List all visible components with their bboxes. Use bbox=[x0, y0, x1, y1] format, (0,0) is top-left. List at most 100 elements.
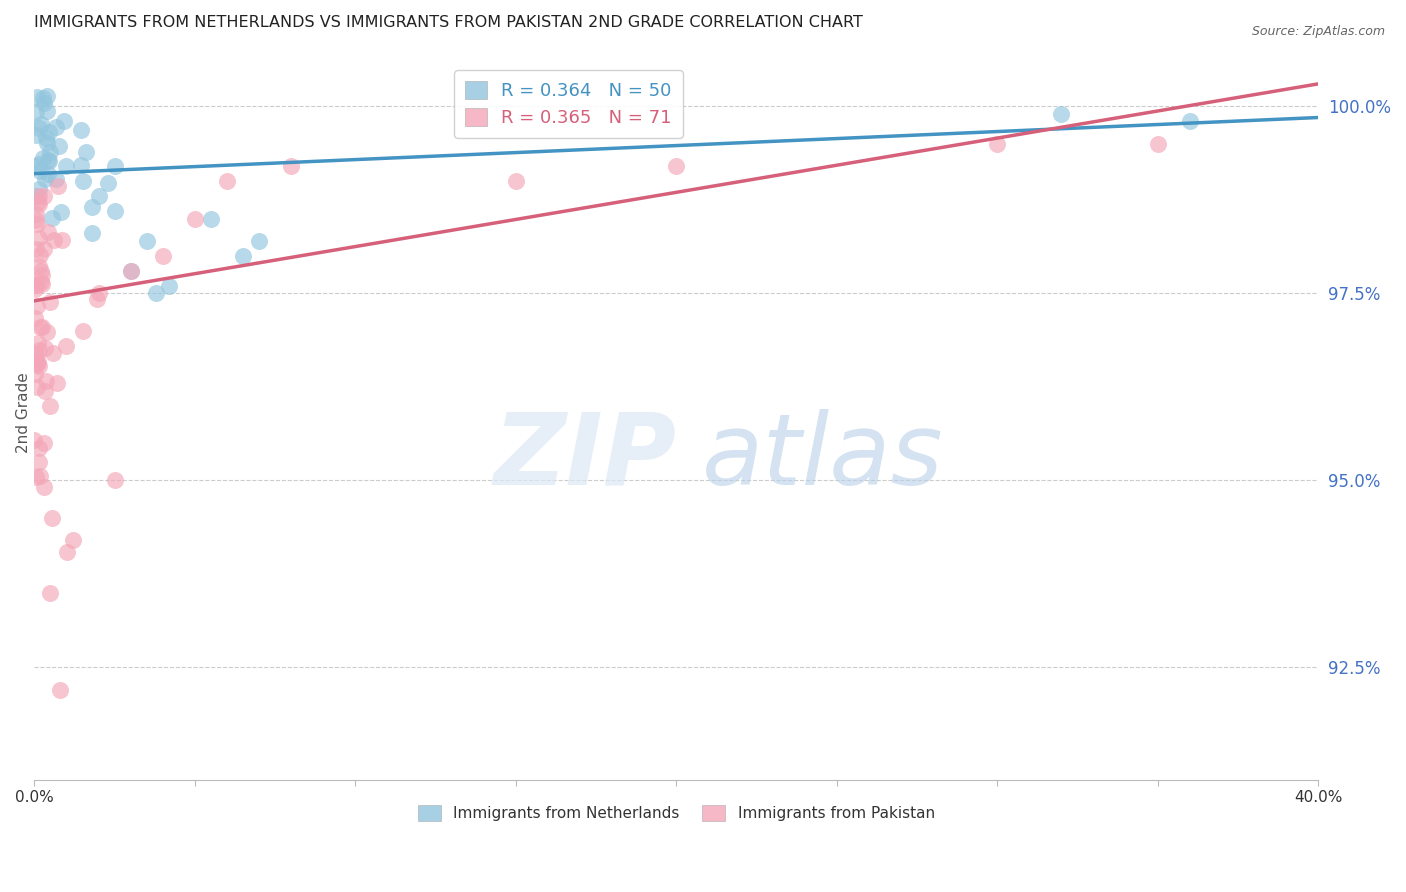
Point bbox=[87, 189, 110, 203]
Point bbox=[41, 510, 63, 524]
Point bbox=[24, 207, 46, 221]
Point bbox=[37, 225, 59, 239]
Point bbox=[72, 324, 94, 338]
Point bbox=[62, 533, 84, 548]
Point bbox=[24, 159, 46, 173]
Point bbox=[24, 367, 46, 381]
Text: atlas: atlas bbox=[702, 409, 943, 506]
Point bbox=[24, 282, 46, 296]
Point bbox=[28, 455, 51, 469]
Point bbox=[86, 292, 108, 306]
Point bbox=[120, 264, 142, 278]
Point bbox=[25, 104, 48, 119]
Point bbox=[39, 585, 62, 599]
Point bbox=[27, 336, 49, 351]
Point bbox=[55, 545, 77, 559]
Point bbox=[82, 200, 104, 214]
Point bbox=[32, 189, 55, 203]
Point bbox=[45, 120, 67, 134]
Point bbox=[157, 278, 180, 293]
Text: ZIP: ZIP bbox=[494, 409, 676, 506]
Point bbox=[32, 91, 55, 105]
Point bbox=[1178, 114, 1201, 128]
Text: Source: ZipAtlas.com: Source: ZipAtlas.com bbox=[1251, 25, 1385, 38]
Point bbox=[30, 275, 52, 289]
Point bbox=[69, 123, 91, 137]
Point bbox=[35, 374, 58, 388]
Point bbox=[32, 96, 55, 111]
Point bbox=[25, 213, 48, 227]
Point bbox=[35, 136, 58, 150]
Point bbox=[34, 171, 56, 186]
Point bbox=[30, 164, 52, 178]
Point bbox=[48, 178, 70, 193]
Point bbox=[31, 268, 53, 282]
Point bbox=[152, 249, 174, 263]
Point bbox=[55, 339, 77, 353]
Point bbox=[32, 436, 55, 450]
Y-axis label: 2nd Grade: 2nd Grade bbox=[15, 373, 31, 453]
Point bbox=[97, 177, 120, 191]
Point bbox=[28, 231, 51, 245]
Point bbox=[104, 204, 127, 219]
Point bbox=[28, 441, 51, 455]
Point bbox=[69, 158, 91, 172]
Point bbox=[25, 217, 48, 231]
Point bbox=[24, 278, 46, 293]
Point bbox=[45, 376, 67, 390]
Point bbox=[280, 159, 302, 173]
Point bbox=[665, 159, 688, 173]
Point bbox=[32, 242, 55, 256]
Point bbox=[42, 233, 65, 247]
Point bbox=[32, 480, 55, 494]
Point bbox=[104, 474, 127, 488]
Point bbox=[135, 234, 157, 248]
Point bbox=[24, 346, 46, 360]
Point bbox=[38, 125, 60, 139]
Point bbox=[37, 167, 59, 181]
Point bbox=[41, 211, 63, 226]
Point bbox=[38, 145, 60, 159]
Point bbox=[52, 113, 75, 128]
Point bbox=[27, 300, 49, 314]
Point bbox=[75, 145, 97, 159]
Point bbox=[51, 233, 73, 247]
Point bbox=[28, 197, 51, 211]
Text: IMMIGRANTS FROM NETHERLANDS VS IMMIGRANTS FROM PAKISTAN 2ND GRADE CORRELATION CH: IMMIGRANTS FROM NETHERLANDS VS IMMIGRANT… bbox=[34, 15, 863, 30]
Point bbox=[72, 174, 94, 188]
Point bbox=[28, 469, 51, 483]
Point bbox=[200, 211, 222, 226]
Point bbox=[34, 341, 56, 355]
Point bbox=[38, 153, 60, 168]
Point bbox=[28, 343, 51, 357]
Point bbox=[184, 211, 207, 226]
Point bbox=[31, 277, 53, 291]
Point bbox=[28, 121, 51, 136]
Point bbox=[25, 277, 48, 292]
Point bbox=[24, 310, 46, 325]
Point bbox=[120, 264, 142, 278]
Point bbox=[27, 380, 49, 394]
Point bbox=[32, 152, 55, 166]
Point bbox=[215, 174, 238, 188]
Point bbox=[35, 131, 58, 145]
Point bbox=[55, 159, 77, 173]
Point bbox=[35, 325, 58, 339]
Point bbox=[25, 90, 48, 104]
Point bbox=[24, 242, 46, 256]
Point bbox=[1050, 107, 1073, 121]
Point bbox=[37, 88, 59, 103]
Point bbox=[28, 181, 51, 195]
Point bbox=[45, 172, 67, 186]
Point bbox=[1146, 136, 1168, 151]
Point bbox=[25, 351, 48, 365]
Point bbox=[232, 249, 254, 263]
Point bbox=[39, 295, 62, 310]
Point bbox=[28, 320, 51, 334]
Point bbox=[87, 286, 110, 301]
Point bbox=[82, 227, 104, 241]
Point bbox=[145, 286, 167, 301]
Point bbox=[31, 319, 53, 334]
Point bbox=[37, 153, 59, 168]
Point bbox=[39, 399, 62, 413]
